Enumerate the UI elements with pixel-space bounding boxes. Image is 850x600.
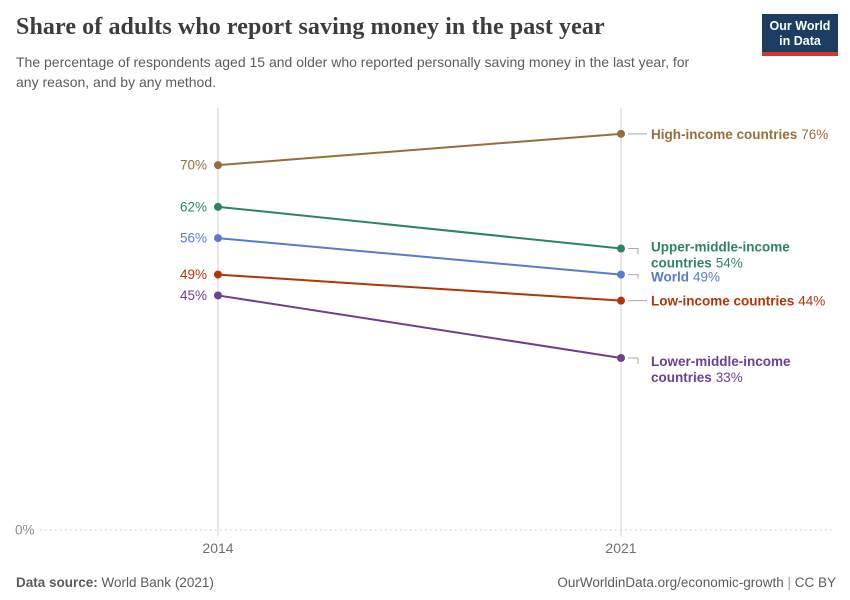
label-connector: [628, 274, 639, 279]
data-point-end[interactable]: [617, 270, 625, 279]
series-label[interactable]: Low-income countries 44%: [651, 294, 825, 309]
data-point-end[interactable]: [617, 244, 625, 253]
chart-footer: Data source: World Bank (2021) OurWorldi…: [16, 575, 836, 590]
data-point-start[interactable]: [214, 202, 222, 211]
series-start-value: 45%: [180, 288, 207, 303]
series-start-value: 62%: [180, 199, 207, 214]
subtitle-line-2: any reason, and by any method.: [16, 74, 217, 90]
series-label-line-1[interactable]: Upper-middle-income: [651, 240, 790, 255]
series-start-value: 49%: [180, 267, 207, 282]
footer-credits: OurWorldinData.org/economic-growth | CC …: [557, 575, 836, 590]
label-connector: [628, 357, 639, 364]
series-line: [217, 294, 622, 359]
zero-tick-label: 0%: [15, 523, 35, 538]
subtitle-line-1: The percentage of respondents aged 15 an…: [16, 54, 690, 70]
owid-logo[interactable]: Our World in Data: [762, 14, 838, 56]
data-point-start[interactable]: [214, 270, 222, 279]
series-label[interactable]: High-income countries 76%: [651, 127, 828, 142]
series-line: [217, 273, 622, 302]
label-connector: [628, 248, 639, 255]
series-label-line-2[interactable]: countries 33%: [651, 370, 743, 385]
chart-subtitle: The percentage of respondents aged 15 an…: [16, 52, 689, 92]
owid-url-link[interactable]: OurWorldinData.org/economic-growth: [557, 575, 784, 590]
license-cc-by[interactable]: CC BY: [794, 575, 836, 590]
logo-line-2: in Data: [779, 34, 821, 48]
logo-line-1: Our World: [769, 19, 831, 33]
series-line: [217, 132, 622, 167]
data-point-start[interactable]: [214, 291, 222, 300]
data-source-label: Data source:: [16, 575, 98, 590]
series-label-line-2[interactable]: countries 54%: [651, 256, 743, 271]
series-line: [217, 237, 622, 276]
data-point-start[interactable]: [214, 234, 222, 243]
data-point-end[interactable]: [617, 296, 625, 305]
x-tick-label: 2014: [202, 540, 233, 556]
series-line: [217, 205, 622, 250]
slope-chart: 2014 2021 0% 70% High-income countries 76% 62%…: [15, 108, 834, 556]
x-tick-label: 2021: [605, 540, 636, 556]
series-start-value: 70%: [180, 158, 207, 173]
chart-header: Share of adults who report saving money …: [0, 0, 850, 100]
series-start-value: 56%: [180, 231, 207, 246]
data-point-end[interactable]: [617, 353, 625, 362]
series-label-line-1[interactable]: Lower-middle-income: [651, 354, 791, 369]
footer-separator: |: [783, 575, 795, 590]
data-source: Data source: World Bank (2021): [16, 575, 214, 590]
data-point-start[interactable]: [214, 161, 222, 170]
series-label[interactable]: World 49%: [651, 270, 720, 285]
data-source-value: World Bank (2021): [97, 575, 214, 590]
page-title: Share of adults who report saving money …: [16, 14, 605, 40]
data-point-end[interactable]: [617, 129, 625, 138]
